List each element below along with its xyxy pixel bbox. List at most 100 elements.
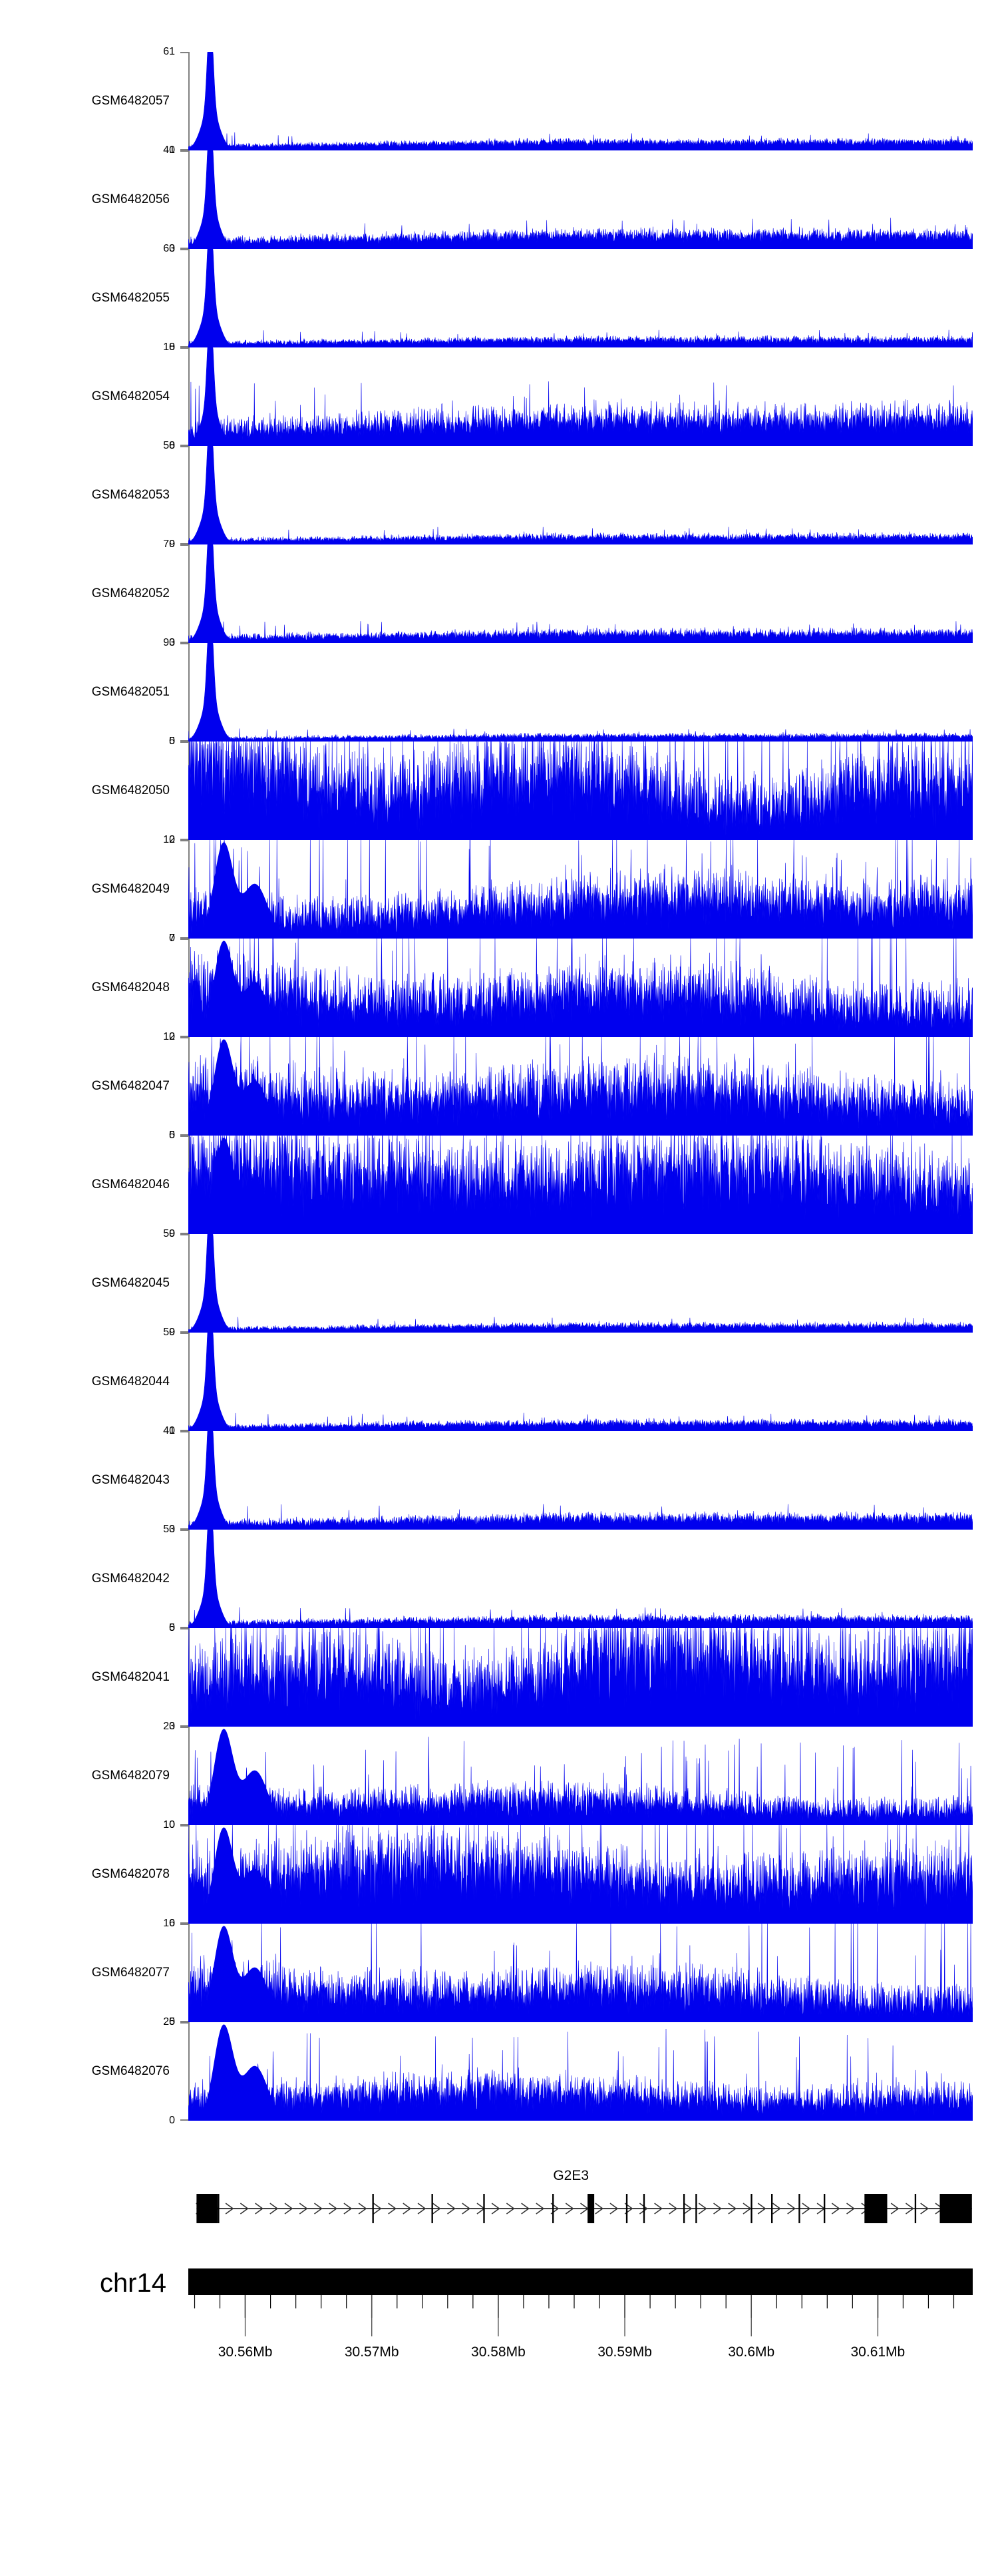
coverage-track: GSM6482050 5 0 bbox=[0, 736, 998, 845]
coverage-track: GSM6482041 5 0 bbox=[0, 1623, 998, 1732]
y-axis: 23 0 bbox=[150, 1721, 190, 1830]
y-axis: 16 0 bbox=[150, 1918, 190, 2028]
track-label: GSM6482051 bbox=[91, 685, 170, 699]
coverage-track: GSM6482055 63 0 bbox=[0, 244, 998, 353]
y-axis-min-label: 0 bbox=[169, 1327, 175, 1338]
y-axis-tick-max bbox=[180, 446, 190, 447]
y-axis-tick-max bbox=[180, 1136, 190, 1137]
y-axis: 53 0 bbox=[150, 1524, 190, 1633]
y-axis-max-label: 59 bbox=[163, 1327, 175, 1338]
coverage-track: GSM6482054 18 0 bbox=[0, 342, 998, 451]
coverage-plot bbox=[188, 1727, 973, 1825]
y-axis-tick-max bbox=[180, 1825, 190, 1826]
y-axis-min-label: 0 bbox=[169, 2016, 175, 2028]
track-label: GSM6482044 bbox=[91, 1375, 170, 1389]
y-axis-tick-max bbox=[180, 1628, 190, 1629]
y-axis-tick-max bbox=[180, 2022, 190, 2024]
coverage-track: GSM6482077 16 0 bbox=[0, 1918, 998, 2028]
track-label: GSM6482046 bbox=[91, 1178, 170, 1191]
track-label: GSM6482052 bbox=[91, 586, 170, 600]
coverage-plot bbox=[188, 643, 973, 742]
track-label: GSM6482054 bbox=[91, 389, 170, 403]
y-axis-line bbox=[188, 1431, 190, 1530]
y-axis-min-label: 0 bbox=[169, 1425, 175, 1436]
y-axis-line bbox=[188, 446, 190, 544]
y-axis-tick-min bbox=[180, 740, 190, 742]
coverage-track: GSM6482048 7 0 bbox=[0, 933, 998, 1042]
coverage-track: GSM6482056 41 0 bbox=[0, 145, 998, 254]
y-axis-max-label: 93 bbox=[163, 637, 175, 648]
coverage-track: GSM6482046 5 0 bbox=[0, 1130, 998, 1239]
y-axis-tick-min bbox=[180, 642, 190, 643]
track-label: GSM6482048 bbox=[91, 980, 170, 994]
y-axis-tick-min bbox=[180, 1725, 190, 1727]
y-axis-tick-max bbox=[180, 1333, 190, 1334]
track-label: GSM6482055 bbox=[91, 291, 170, 305]
axis-tick-label: 30.57Mb bbox=[345, 2344, 399, 2360]
y-axis-line bbox=[188, 150, 190, 249]
y-axis-tick-min bbox=[180, 149, 190, 150]
y-axis-min-label: 0 bbox=[169, 440, 175, 451]
coverage-area bbox=[188, 1530, 973, 1628]
coverage-plot bbox=[188, 1037, 973, 1136]
coverage-track: GSM6482042 53 0 bbox=[0, 1524, 998, 1633]
coverage-area bbox=[188, 2024, 973, 2121]
y-axis-min-label: 0 bbox=[169, 1130, 175, 1141]
y-axis-min-label: 0 bbox=[169, 341, 175, 353]
axis-tick-label: 30.6Mb bbox=[728, 2344, 774, 2360]
y-axis-max-label: 23 bbox=[163, 1721, 175, 1732]
y-axis: 10 0 bbox=[150, 1820, 190, 1929]
y-axis: 61 0 bbox=[150, 47, 190, 156]
coverage-track: GSM6482043 41 0 bbox=[0, 1426, 998, 1535]
axis-tick-label: 30.58Mb bbox=[471, 2344, 526, 2360]
coverage-plot bbox=[188, 1234, 973, 1333]
y-axis-tick-max bbox=[180, 347, 190, 349]
chromosome-axis-track: 30.56Mb 30.57Mb 30.58Mb 30.59Mb 30.6Mb 30.61M… bbox=[0, 2256, 998, 2390]
y-axis-max-label: 41 bbox=[163, 144, 175, 156]
y-axis-min-label: 0 bbox=[169, 1819, 175, 1830]
y-axis-line bbox=[188, 1924, 190, 2022]
coverage-area bbox=[188, 939, 973, 1037]
coverage-plot bbox=[188, 544, 973, 643]
coverage-track: GSM6482051 93 0 bbox=[0, 638, 998, 747]
coverage-track: GSM6482052 79 0 bbox=[0, 539, 998, 648]
coverage-area bbox=[188, 446, 973, 544]
y-axis-tick-min bbox=[180, 1922, 190, 1924]
axis-tick-label: 30.59Mb bbox=[597, 2344, 652, 2360]
y-axis-tick-max bbox=[180, 1037, 190, 1038]
y-axis-tick-min bbox=[180, 1430, 190, 1431]
y-axis-tick-min bbox=[180, 445, 190, 446]
y-axis-min-label: 0 bbox=[169, 736, 175, 747]
coverage-track: GSM6482049 12 0 bbox=[0, 835, 998, 944]
y-axis-tick-max bbox=[180, 939, 190, 940]
y-axis-max-label: 63 bbox=[163, 243, 175, 254]
y-axis-min-label: 0 bbox=[169, 1228, 175, 1239]
coverage-plot bbox=[188, 347, 973, 446]
track-label: GSM6482076 bbox=[91, 2064, 170, 2078]
y-axis-min-label: 0 bbox=[169, 637, 175, 648]
coverage-area bbox=[188, 643, 973, 742]
y-axis-tick-max bbox=[180, 249, 190, 250]
coverage-area bbox=[188, 1628, 973, 1727]
y-axis: 12 0 bbox=[150, 835, 190, 944]
y-axis-max-label: 59 bbox=[163, 1228, 175, 1239]
y-axis: 63 0 bbox=[150, 244, 190, 353]
y-axis-min-label: 0 bbox=[169, 1622, 175, 1633]
track-label: GSM6482078 bbox=[91, 1867, 170, 1881]
y-axis-tick-max bbox=[180, 1431, 190, 1432]
coverage-track: GSM6482047 12 0 bbox=[0, 1032, 998, 1141]
coverage-plot bbox=[188, 446, 973, 544]
y-axis-max-label: 5 bbox=[169, 1622, 175, 1633]
track-label: GSM6482045 bbox=[91, 1276, 170, 1290]
y-axis: 79 0 bbox=[150, 539, 190, 648]
y-axis-min-label: 0 bbox=[169, 1031, 175, 1042]
y-axis-line bbox=[188, 1234, 190, 1333]
y-axis-tick-min bbox=[180, 839, 190, 840]
y-axis-line bbox=[188, 347, 190, 446]
y-axis-tick-min bbox=[180, 1824, 190, 1825]
y-axis: 12 0 bbox=[150, 1032, 190, 1141]
